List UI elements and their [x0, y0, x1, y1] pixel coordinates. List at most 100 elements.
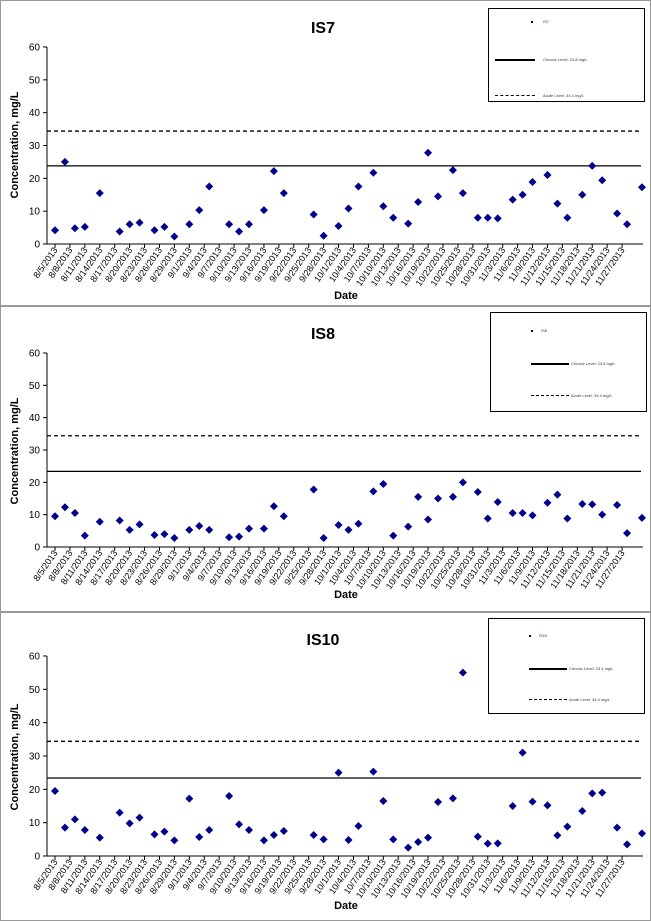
x-axis-label: Date: [334, 900, 358, 912]
y-tick-label: 50: [29, 381, 41, 392]
data-point: [518, 190, 527, 199]
data-point: [553, 199, 562, 208]
legend-entry-chronic: Chronic Level: 23.8 mg/L: [571, 361, 616, 366]
data-point: [623, 220, 632, 229]
data-point: [205, 826, 214, 834]
data-point: [543, 801, 552, 810]
data-point: [389, 531, 398, 540]
data-point: [170, 232, 179, 241]
data-point: [150, 531, 159, 540]
data-point: [434, 192, 443, 201]
chart-svg-is10: 01020304050608/5/20138/8/20138/11/20138/…: [9, 632, 646, 912]
data-point: [404, 843, 413, 852]
data-point: [354, 822, 363, 830]
chart-panel-is10: 0 10 20 30 40 50 60 8/5/2013 8/8/2013 8/11/2013 8/…: [0, 612, 651, 921]
legend-marker-diamond: [531, 21, 533, 23]
data-point: [508, 802, 517, 810]
data-point: [95, 833, 104, 842]
data-point: [379, 202, 388, 211]
data-point: [483, 839, 492, 848]
y-tick-label: 20: [29, 478, 41, 489]
data-point: [309, 485, 318, 494]
data-point: [334, 521, 343, 530]
data-point: [135, 520, 144, 529]
data-point: [369, 168, 378, 177]
data-point: [543, 498, 552, 507]
legend-line-acute: [531, 395, 569, 396]
data-point: [269, 502, 278, 511]
data-point: [448, 794, 457, 803]
data-point: [623, 529, 632, 538]
data-point: [637, 829, 646, 838]
data-point: [598, 176, 607, 185]
chart-panel-is8: 0 10 20 30 40 50 60 8/5/2013 8/8/2013 8/11/2013 8/…: [0, 306, 651, 612]
data-point: [51, 787, 59, 795]
y-tick-label: 60: [29, 43, 41, 54]
data-point: [279, 512, 288, 521]
data-point: [309, 210, 318, 219]
legend-line-chronic: [531, 363, 569, 365]
legend-line-chronic: [495, 59, 535, 61]
legend-entry-acute: Acute Level: 34.4 mg/L: [571, 393, 612, 398]
data-point: [473, 213, 482, 222]
data-point: [245, 524, 253, 533]
data-point: [195, 833, 204, 841]
data-point: [369, 767, 378, 776]
data-point: [344, 204, 353, 213]
data-point: [528, 177, 537, 186]
data-point: [424, 833, 433, 842]
data-point: [434, 798, 443, 806]
data-point: [125, 525, 134, 534]
data-point: [553, 490, 562, 499]
legend-entry-series: IS8: [541, 328, 548, 333]
y-tick-label: 10: [29, 818, 41, 829]
y-tick-label: 50: [29, 75, 41, 86]
data-point: [588, 500, 597, 509]
data-point: [493, 214, 502, 223]
data-point: [563, 822, 572, 831]
data-point: [60, 823, 69, 832]
y-axis-label: Concentration, mg/L: [9, 91, 21, 198]
y-tick-label: 0: [34, 543, 40, 554]
data-point: [60, 157, 69, 166]
data-point: [60, 503, 69, 512]
data-point: [598, 510, 607, 519]
data-point: [448, 166, 457, 175]
data-point: [493, 839, 502, 848]
data-point: [379, 479, 388, 488]
chart-title: IS10: [307, 632, 340, 649]
data-point: [259, 206, 268, 215]
data-point: [80, 826, 89, 834]
y-axis-label: Concentration, mg/L: [9, 703, 21, 810]
data-point: [70, 815, 79, 824]
data-point: [245, 826, 253, 834]
data-point: [613, 500, 622, 509]
y-tick-label: 10: [29, 207, 41, 218]
data-point: [170, 533, 179, 542]
data-point: [458, 189, 467, 198]
data-point: [135, 813, 144, 822]
y-axis-label: Concentration, mg/L: [9, 397, 21, 504]
data-point: [51, 226, 59, 235]
y-tick-label: 20: [29, 785, 41, 796]
data-point: [235, 820, 244, 829]
data-point: [637, 513, 646, 522]
data-point: [334, 221, 343, 230]
y-tick-label: 60: [29, 652, 41, 663]
data-point: [528, 797, 537, 806]
legend-entry-acute: Acute Level: 34.4 mg/L: [543, 93, 584, 98]
y-tick-label: 10: [29, 510, 41, 521]
data-point: [195, 521, 204, 530]
data-point: [578, 190, 587, 199]
data-point: [51, 512, 59, 521]
legend: IS10 Chronic Level: 23.4 mg/L Acute Leve…: [488, 618, 645, 714]
y-tick-label: 20: [29, 174, 41, 185]
data-point: [309, 831, 318, 839]
data-point: [205, 182, 214, 191]
y-tick-label: 40: [29, 108, 41, 119]
y-tick-label: 0: [34, 852, 40, 863]
chart-title: IS7: [311, 20, 335, 37]
x-axis-label: Date: [334, 589, 358, 601]
data-point: [613, 823, 622, 832]
data-point: [259, 836, 268, 845]
